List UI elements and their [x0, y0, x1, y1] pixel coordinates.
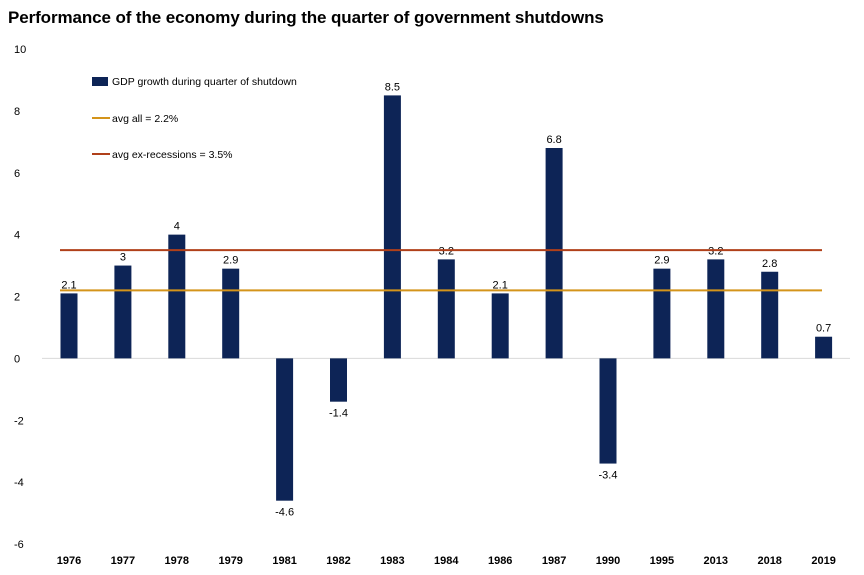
bar-2019: [815, 336, 833, 359]
bar-1995: [653, 268, 671, 359]
data-label: -3.4: [599, 470, 618, 482]
bar-2018: [761, 271, 779, 359]
bar-1984: [437, 259, 455, 359]
legend-label-reference-0: avg all = 2.2%: [112, 113, 178, 125]
bar-1982: [330, 358, 347, 402]
x-tick-label: 2013: [704, 555, 728, 567]
x-tick-label: 1987: [542, 555, 566, 567]
bar-1981: [276, 358, 294, 501]
data-label: 8.5: [385, 81, 400, 93]
legend-label-bars: GDP growth during quarter of shutdown: [112, 76, 297, 88]
data-label: 2.9: [223, 255, 238, 267]
bar-1979: [222, 268, 240, 359]
x-tick-label: 1979: [218, 555, 242, 567]
x-tick-label: 1978: [165, 555, 189, 567]
y-tick-label: -6: [14, 539, 24, 551]
data-label: 3.2: [439, 245, 454, 257]
y-tick-label: 8: [14, 106, 20, 118]
data-label: 2.1: [61, 279, 76, 291]
data-label: 0.7: [816, 323, 831, 335]
data-label: 4: [174, 221, 180, 233]
data-label: 2.8: [762, 258, 777, 270]
x-tick-label: 1976: [57, 555, 81, 567]
y-tick-label: 2: [14, 292, 20, 304]
bar-2013: [707, 259, 725, 359]
x-tick-label: 1977: [111, 555, 135, 567]
y-tick-label: 10: [14, 44, 26, 56]
y-tick-label: -2: [14, 415, 24, 427]
data-label: -1.4: [329, 408, 348, 420]
x-tick-label: 1986: [488, 555, 512, 567]
bar-1976: [60, 293, 78, 359]
x-tick-label: 2019: [811, 555, 835, 567]
x-tick-label: 2018: [757, 555, 781, 567]
bar-1978: [168, 234, 186, 359]
bar-1983: [383, 95, 401, 359]
legend-label-reference-1: avg ex-recessions = 3.5%: [112, 149, 233, 161]
data-label: 2.1: [493, 279, 508, 291]
data-label: 2.9: [654, 255, 669, 267]
bar-1977: [114, 265, 132, 359]
legend-swatch-bars: [92, 77, 108, 86]
data-label: 6.8: [546, 134, 561, 146]
y-tick-label: 4: [14, 230, 20, 242]
x-tick-label: 1995: [650, 555, 674, 567]
bar-1986: [491, 293, 509, 359]
data-label: 3.2: [708, 245, 723, 257]
chart-title: Performance of the economy during the qu…: [8, 8, 604, 27]
data-label: -4.6: [275, 507, 294, 519]
y-tick-label: 0: [14, 353, 20, 365]
y-tick-label: 6: [14, 168, 20, 180]
bar-1990: [599, 358, 617, 464]
x-tick-label: 1982: [326, 555, 350, 567]
y-tick-label: -4: [14, 477, 24, 489]
x-tick-label: 1981: [272, 555, 296, 567]
x-tick-label: 1984: [434, 555, 459, 567]
bar-1987: [545, 148, 563, 359]
data-label: 3: [120, 252, 126, 264]
x-tick-label: 1990: [596, 555, 620, 567]
x-tick-label: 1983: [380, 555, 404, 567]
